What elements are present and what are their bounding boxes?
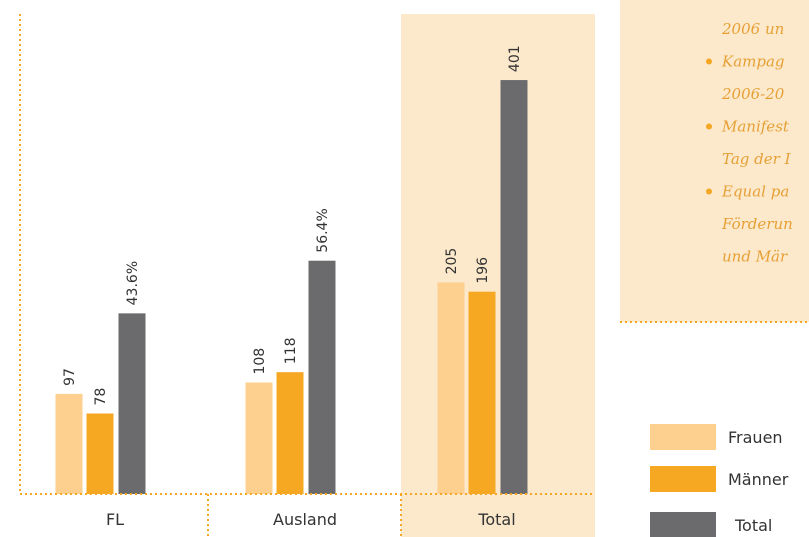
legend-label: Total <box>734 516 772 535</box>
bar <box>86 413 114 494</box>
data-label: 56.4% <box>315 208 331 252</box>
sidebar-text: 2006-20 <box>721 85 785 103</box>
legend-label: Männer <box>728 470 789 489</box>
bullet <box>706 58 712 65</box>
bar <box>276 372 304 494</box>
sidebar-text: Equal pa <box>721 183 789 201</box>
sidebar-box <box>620 0 809 322</box>
data-label: 43.6% <box>125 261 141 305</box>
sidebar-text: Kampag <box>721 53 785 71</box>
bar <box>437 282 465 494</box>
sidebar-text: Tag der I <box>722 150 792 168</box>
data-label: 196 <box>475 257 491 284</box>
bar <box>55 393 83 494</box>
x-tick-label: FL <box>106 510 124 529</box>
x-tick-label: Total <box>477 510 515 529</box>
data-label: 78 <box>93 388 109 406</box>
data-label: 205 <box>444 248 460 275</box>
bar <box>308 260 336 494</box>
sidebar-text: Förderun <box>721 215 793 233</box>
highlight-band <box>401 14 595 537</box>
bar <box>468 291 496 494</box>
data-label: 108 <box>252 348 268 375</box>
legend-swatch <box>650 424 716 450</box>
data-label: 97 <box>62 368 78 386</box>
legend-label: Frauen <box>728 428 783 447</box>
bar <box>500 80 528 494</box>
data-label: 118 <box>283 337 299 364</box>
bullet <box>706 188 712 195</box>
bar <box>245 382 273 494</box>
data-label: 401 <box>507 45 523 72</box>
sidebar-text: Manifest <box>721 118 790 136</box>
legend-swatch <box>650 466 716 492</box>
bar <box>118 313 146 494</box>
x-tick-label: Ausland <box>273 510 337 529</box>
bullet <box>706 123 712 130</box>
sidebar-text: 2006 un <box>721 20 784 38</box>
sidebar-text: und Mär <box>722 248 788 266</box>
legend-swatch <box>650 512 716 537</box>
